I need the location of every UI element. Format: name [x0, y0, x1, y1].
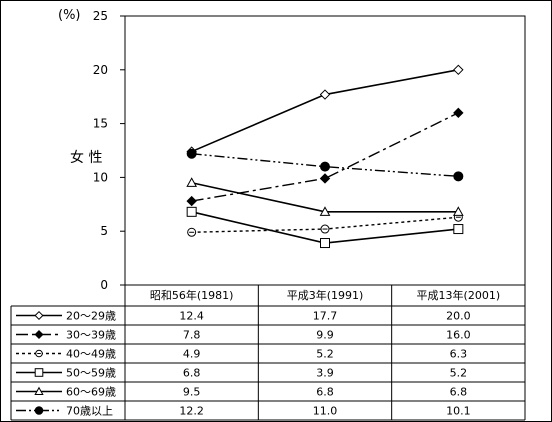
y-axis-label: 女 性 [70, 149, 102, 166]
series-6 [186, 148, 464, 182]
y-tick-label: 5 [100, 224, 108, 238]
axes: 0 5 10 15 20 25 [93, 9, 526, 292]
point-marker [34, 368, 44, 377]
point-marker [319, 206, 331, 216]
y-tick-label: 20 [93, 63, 108, 77]
point-marker [319, 173, 331, 184]
table-cell-value: 10.1 [446, 405, 471, 418]
y-tick-label: 25 [93, 9, 108, 23]
legend-label: 40～49歳 [66, 348, 116, 361]
point-marker [34, 386, 44, 396]
table-cell-value: 5.2 [450, 367, 468, 380]
category-label: 昭和56年(1981) [150, 288, 234, 302]
table-cell-value: 9.9 [316, 329, 334, 342]
point-marker [453, 224, 464, 235]
table-cell-value: 9.5 [183, 386, 201, 399]
y-tick-label: 10 [93, 170, 108, 184]
point-marker [452, 206, 464, 216]
legend-label: 30～39歳 [66, 329, 116, 342]
point-marker [453, 107, 464, 119]
point-marker [186, 206, 197, 217]
legend-label: 70歳以上 [66, 405, 113, 418]
point-marker [34, 406, 44, 415]
series-lines [186, 64, 464, 249]
table-cell-value: 16.0 [446, 329, 471, 342]
legend-label: 20～29歳 [66, 310, 116, 323]
point-marker [186, 177, 198, 187]
table-cell-value: 4.9 [183, 348, 201, 361]
table-cell-value: 20.0 [446, 310, 471, 323]
y-tick-label: 15 [93, 117, 108, 131]
table-cell-value: 6.8 [183, 367, 201, 380]
legend-label: 50～59歳 [66, 367, 116, 380]
table-cell-value: 11.0 [313, 405, 338, 418]
series-5 [186, 177, 464, 216]
table-cell-value: 6.8 [316, 386, 334, 399]
category-label: 平成3年(1991) [287, 288, 364, 302]
point-marker [34, 329, 44, 340]
point-marker [186, 195, 197, 207]
point-marker [34, 310, 44, 321]
series-2 [186, 107, 464, 207]
data-table: 昭和56年(1981) 平成3年(1991) 平成13年(2001) 20～29歳 12… [10, 285, 526, 421]
point-marker [453, 171, 464, 182]
unit-label: (%) [58, 8, 81, 23]
point-marker [320, 238, 330, 249]
point-marker [453, 64, 464, 76]
plot-area [124, 15, 526, 286]
table-cell-value: 6.3 [450, 348, 468, 361]
y-tick-label: 0 [100, 278, 108, 292]
table-cell-value: 3.9 [316, 367, 334, 380]
table-cell-value: 17.7 [313, 310, 338, 323]
legend-label: 60～69歳 [66, 386, 116, 399]
table-cell-value: 5.2 [316, 348, 334, 361]
table-cell-value: 12.4 [179, 310, 204, 323]
table-cell-value: 12.2 [179, 405, 204, 418]
series-4 [186, 206, 464, 249]
table-cell-value: 6.8 [450, 386, 468, 399]
point-marker [320, 161, 330, 172]
series-line [191, 112, 459, 202]
point-marker [186, 148, 197, 159]
point-marker [319, 89, 331, 100]
table-cell-value: 7.8 [183, 329, 201, 342]
category-label: 平成13年(2001) [417, 288, 501, 302]
